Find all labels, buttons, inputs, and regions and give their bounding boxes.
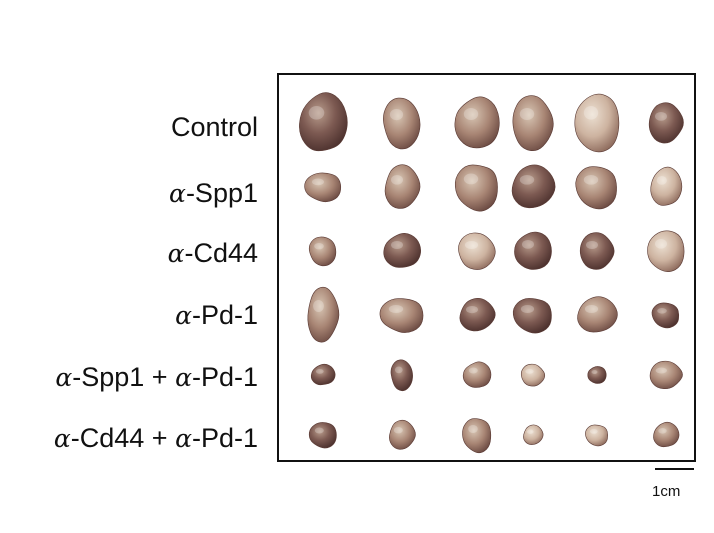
row-label-cd44: α-Cd44 <box>167 238 258 268</box>
tumor-highlight <box>655 239 667 249</box>
tumor-highlight <box>586 241 598 249</box>
tumor-sample <box>647 230 685 272</box>
tumor-sample <box>574 93 620 153</box>
tumor-highlight <box>393 427 403 434</box>
tumor-sample <box>390 359 413 392</box>
tumor-sample <box>650 166 683 206</box>
tumor-sample <box>458 232 496 270</box>
tumor-highlight <box>519 108 535 120</box>
tumor-sample <box>454 96 500 149</box>
tumor-highlight <box>308 106 325 120</box>
tumor-highlight <box>391 175 403 185</box>
tumor-sample <box>575 166 617 210</box>
scale-bar <box>655 468 694 470</box>
tumor-photo-panel <box>277 73 696 462</box>
tumor-sample <box>587 366 607 384</box>
tumor-sample <box>384 164 421 209</box>
tumor-sample <box>514 231 552 270</box>
tumor-highlight <box>312 178 324 186</box>
tumor-highlight <box>589 429 598 434</box>
tumor-highlight <box>468 425 478 433</box>
tumor-highlight <box>522 240 534 249</box>
tumor-highlight <box>313 300 324 312</box>
tumor-sample <box>310 363 336 386</box>
tumor-highlight <box>656 176 667 185</box>
tumor-sample <box>299 92 348 152</box>
tumor-sample <box>308 422 337 449</box>
tumor-sample <box>653 421 680 448</box>
tumor-highlight <box>315 369 324 374</box>
tumor-sample <box>523 424 544 445</box>
tumor-highlight <box>463 173 479 185</box>
scale-bar-label: 1cm <box>652 483 681 500</box>
tumor-sample <box>462 361 492 388</box>
tumor-sample <box>308 236 337 267</box>
tumor-sample <box>304 172 342 203</box>
tumor-highlight <box>463 108 479 120</box>
tumor-highlight <box>394 366 403 374</box>
tumor-highlight <box>388 305 404 313</box>
tumor-highlight <box>391 241 403 249</box>
tumor-highlight <box>314 243 324 250</box>
tumor-sample <box>649 360 683 390</box>
tumor-sample <box>512 298 552 334</box>
tumor-highlight <box>520 305 535 313</box>
tumor-sample <box>383 232 421 268</box>
tumor-sample <box>577 296 618 333</box>
tumor-sample <box>307 286 340 343</box>
tumor-highlight <box>525 369 534 374</box>
tumor-sample <box>459 298 496 332</box>
tumor-highlight <box>658 428 667 434</box>
tumor-highlight <box>584 305 599 313</box>
row-label-cd44-pd1: α-Cd44 + α-Pd-1 <box>53 423 258 453</box>
tumor-sample <box>585 424 608 447</box>
tumor-sample <box>648 102 684 144</box>
row-label-spp1: α-Spp1 <box>169 178 258 208</box>
tumor-sample <box>511 164 556 209</box>
row-label-control: Control <box>170 112 258 142</box>
tumor-photo <box>299 92 685 454</box>
tumor-sample <box>520 363 546 387</box>
tumor-highlight <box>583 175 599 185</box>
tumor-highlight <box>657 308 667 314</box>
tumor-sample <box>462 418 492 454</box>
tumor-highlight <box>389 109 404 121</box>
tumor-highlight <box>655 112 667 121</box>
tumor-highlight <box>591 370 598 374</box>
tumor-sample <box>454 164 498 212</box>
tumor-sample <box>389 419 416 450</box>
tumor-highlight <box>519 175 535 185</box>
tumor-highlight <box>468 367 478 374</box>
tumor-sample <box>512 95 554 152</box>
tumor-highlight <box>464 241 479 249</box>
tumor-highlight <box>655 367 667 374</box>
tumor-highlight <box>314 427 324 434</box>
tumor-sample <box>651 302 680 329</box>
tumor-sample <box>383 97 421 150</box>
tumor-sample <box>579 232 615 270</box>
tumor-sample <box>379 298 424 333</box>
row-label-pd1: α-Pd-1 <box>175 300 258 330</box>
tumor-highlight <box>466 306 478 314</box>
tumor-highlight <box>583 106 599 120</box>
tumor-highlight <box>527 429 534 434</box>
row-label-spp1-pd1: α-Spp1 + α-Pd-1 <box>55 362 258 392</box>
